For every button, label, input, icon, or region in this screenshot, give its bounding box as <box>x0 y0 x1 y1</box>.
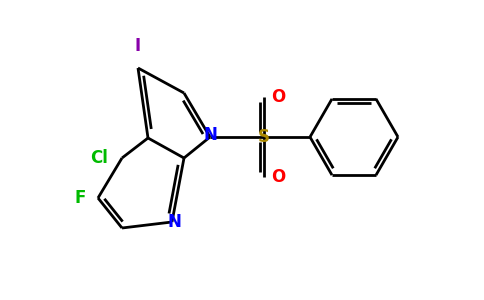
Text: Cl: Cl <box>90 149 108 167</box>
Text: I: I <box>135 37 141 55</box>
Text: F: F <box>75 189 86 207</box>
Text: N: N <box>167 213 181 231</box>
Text: O: O <box>271 168 285 186</box>
Text: N: N <box>203 126 217 144</box>
Text: S: S <box>258 128 270 146</box>
Text: O: O <box>271 88 285 106</box>
